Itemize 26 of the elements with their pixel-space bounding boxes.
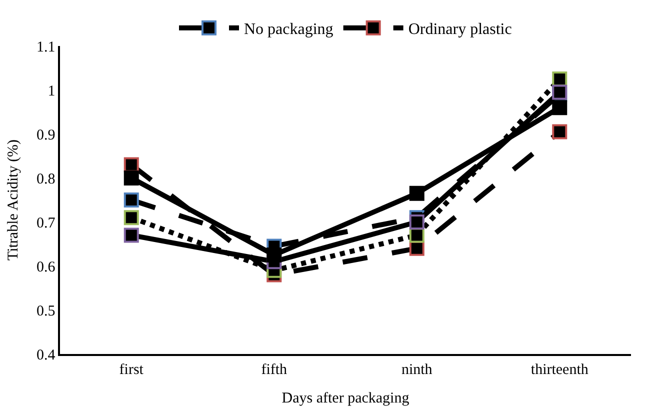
point — [409, 186, 424, 201]
y-tick-label: 0.4 — [36, 347, 56, 364]
y-tick-label: 1 — [48, 83, 56, 100]
point — [552, 100, 568, 116]
y-tick-label: 0.5 — [36, 303, 56, 320]
x-tick-label: thirteenth — [530, 362, 589, 378]
y-tick-label: 1.1 — [36, 39, 56, 56]
x-tick-label: ninth — [401, 362, 433, 378]
point — [124, 170, 139, 186]
legend-label: Ordinary plastic — [408, 21, 512, 38]
legend-label: No packaging — [244, 21, 334, 38]
x-axis-title: Days after packaging — [282, 390, 410, 406]
y-tick-label: 0.9 — [36, 127, 56, 144]
y-axis-title: Titrable Acidity (%) — [5, 139, 22, 261]
point — [552, 124, 568, 140]
y-tick-label: 0.7 — [36, 215, 56, 232]
point — [124, 192, 139, 208]
point — [266, 248, 282, 262]
y-tick-label: 0.6 — [36, 259, 56, 276]
point — [124, 228, 139, 243]
point — [409, 240, 424, 256]
point — [124, 210, 139, 226]
y-tick-label: 0.8 — [36, 171, 56, 188]
x-tick-label: first — [119, 362, 144, 378]
point — [409, 214, 424, 230]
x-tick-label: fifth — [261, 362, 288, 378]
